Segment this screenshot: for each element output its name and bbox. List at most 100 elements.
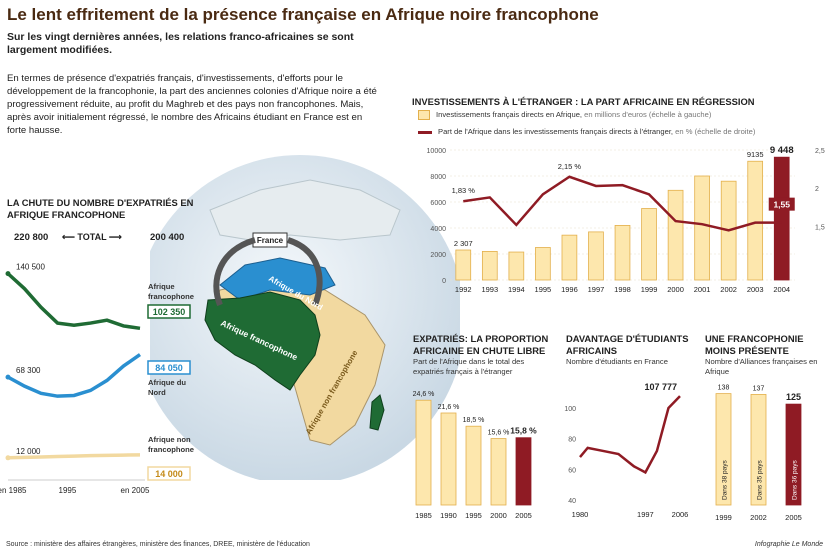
invest-bar-2004	[773, 156, 790, 281]
invest-share-line	[463, 175, 782, 232]
invest-x-tick: 1998	[614, 285, 631, 294]
invest-bar-label: 2 307	[454, 239, 473, 248]
expat-total-end: 200 400	[150, 232, 185, 243]
students-title: DAVANTAGE D'ÉTUDIANTS AFRICAINS	[566, 333, 689, 356]
invest-y2-tick: 1,5	[815, 224, 825, 231]
expat-start-dot-1	[5, 374, 11, 380]
invest-x-tick: 2000	[667, 285, 684, 294]
invest-y-tick: 8000	[430, 174, 446, 181]
intro-text: En termes de présence d'expatriés frança…	[7, 73, 377, 136]
students-note: Nombre d'étudiants en France	[566, 357, 668, 366]
students-y-tick: 80	[568, 437, 576, 444]
legend-nord: Afrique du Nord	[148, 378, 186, 397]
prop-note: Part de l'Afrique dans le total des expa…	[413, 357, 525, 376]
invest-line-label: 1,83 %	[452, 186, 476, 195]
expat-end-label-1: 84 050	[155, 363, 183, 373]
invest-bar-1999	[641, 208, 657, 281]
prop-bar-1985	[415, 399, 432, 506]
invest-bar-2003	[747, 160, 764, 281]
invest-title: INVESTISSEMENTS À L'ÉTRANGER : LA PART A…	[412, 96, 755, 107]
invest-y-tick: 4000	[430, 226, 446, 233]
invest-x-tick: 2002	[720, 285, 737, 294]
students-x-tick: 1997	[637, 510, 654, 519]
alliance-bar-2005	[785, 403, 802, 506]
alliance-inner-label: Dans 35 pays	[757, 460, 764, 500]
students-line	[579, 395, 681, 475]
alliance-chart: 138 Dans 38 pays 1999 137 Dans 35 pays 2002 12…	[715, 385, 802, 522]
prop-chart: 24,6 % 1985 21,6 % 1990 18,5 % 1995 15,6 % 2000…	[413, 391, 538, 520]
prop-x-tick: 2000	[490, 511, 507, 520]
invest-x-tick: 1993	[481, 285, 498, 294]
alliance-inner-label: Dans 38 pays	[722, 460, 729, 500]
legend-franco: Afrique francophone	[148, 282, 194, 301]
invest-y-tick: 6000	[430, 200, 446, 207]
subtitle: Sur les vingt dernières années, les rela…	[7, 31, 354, 56]
prop-title: EXPATRIÉS: LA PROPORTION AFRICAINE EN CH…	[413, 333, 549, 356]
expat-end-box-0	[147, 304, 191, 319]
students-y-tick: 100	[564, 406, 576, 413]
credit-text: Infographie Le Monde	[754, 541, 823, 548]
expat-line-0	[6, 272, 141, 331]
source-text: Source : ministère des affaires étrangèr…	[6, 541, 310, 548]
expat-start-label-1: 68 300	[16, 366, 41, 375]
prop-x-tick: 1995	[465, 511, 482, 520]
prop-bar-label: 15,6 %	[488, 430, 510, 437]
legend-line-swatch	[418, 130, 432, 134]
alliance-bar-label: 125	[786, 392, 801, 402]
expat-chart: 140 500 102 350 68 300 84 050 12 000 14 000 en…	[0, 263, 191, 495]
invest-bar-label: 9135	[747, 150, 764, 159]
invest-line-label: 2,15 %	[558, 162, 582, 171]
invest-bar-1995	[535, 247, 551, 281]
prop-bar-label: 21,6 %	[438, 404, 460, 411]
prop-bar-label: 15,8 %	[510, 426, 537, 436]
invest-bar-1996	[561, 234, 578, 281]
invest-bar-label: 9 448	[770, 145, 794, 156]
students-x-tick: 1980	[572, 510, 589, 519]
expat-start-label-2: 12 000	[16, 447, 41, 456]
students-y-tick: 40	[568, 498, 576, 505]
prop-x-tick: 1990	[440, 511, 457, 520]
students-end-label: 107 777	[644, 382, 677, 392]
invest-y2-tick: 2	[815, 186, 819, 193]
expat-total-arrow: ⟵ TOTAL ⟶	[62, 232, 122, 242]
invest-bar-2000	[667, 189, 684, 281]
invest-x-tick: 2004	[773, 285, 790, 294]
invest-x-tick: 1997	[588, 285, 605, 294]
invest-x-tick: 1999	[641, 285, 658, 294]
alliance-bar-label: 137	[753, 385, 765, 392]
prop-bar-2000	[490, 438, 507, 506]
legend-nonfranco: Afrique non francophone	[148, 435, 194, 454]
expat-end-box-1	[147, 360, 191, 375]
alliance-bar-1999	[715, 393, 732, 506]
alliance-x-tick: 2005	[785, 513, 802, 522]
invest-x-tick: 1992	[455, 285, 472, 294]
invest-bar-1998	[614, 225, 631, 281]
expat-title: LA CHUTE DU NOMBRE D'EXPATRIÉS EN AFRIQU…	[7, 197, 194, 220]
prop-bar-label: 18,5 %	[463, 417, 485, 424]
invest-y-tick: 0	[442, 278, 446, 285]
invest-line-label: 1,55	[773, 200, 790, 210]
legend-bar-swatch	[418, 110, 430, 120]
alliance-x-tick: 1999	[715, 513, 732, 522]
prop-bar-1990	[440, 412, 457, 506]
invest-bar-2001	[694, 175, 710, 281]
prop-x-tick: 2005	[515, 511, 532, 520]
arrow-left	[213, 237, 256, 307]
prop-bar-2005	[515, 437, 532, 506]
expat-end-label-0: 102 350	[153, 307, 186, 317]
invest-x-tick: 2003	[747, 285, 764, 294]
prop-bar-1995	[465, 425, 482, 506]
prop-x-tick: 1985	[415, 511, 432, 520]
invest-line-label-box	[768, 197, 795, 211]
invest-bar-1993	[481, 251, 498, 281]
alliance-note: Nombre d'Alliances françaises en Afrique	[705, 357, 818, 376]
expat-end-label-2: 14 000	[155, 469, 183, 479]
alliance-bar-label: 138	[718, 385, 730, 392]
invest-chart: 0 2000 4000 6000 8000 10000 1,5 2 2,5 1992 2 307 19…	[427, 145, 825, 294]
invest-y-tick: 2000	[430, 252, 446, 259]
prop-bar-label: 24,6 %	[413, 391, 435, 398]
expat-total-start: 220 800	[14, 232, 49, 243]
invest-x-tick: 1994	[508, 285, 525, 294]
expat-total-label: TOTAL	[77, 232, 107, 242]
invest-y-tick: 10000	[427, 148, 447, 155]
